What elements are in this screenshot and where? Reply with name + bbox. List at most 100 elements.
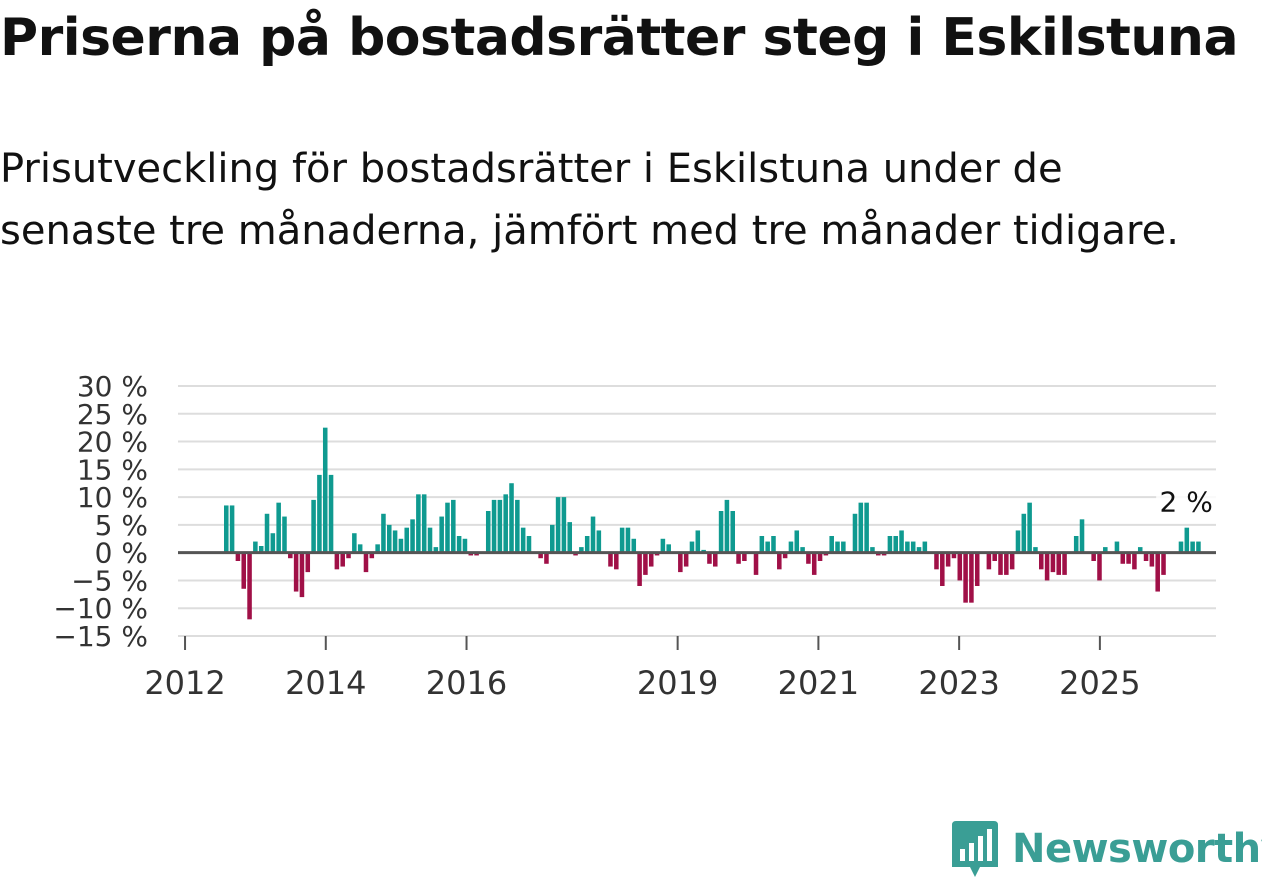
- bar: [457, 536, 462, 553]
- bar: [1132, 553, 1137, 570]
- bar: [492, 500, 497, 553]
- bar: [230, 505, 235, 552]
- bar: [1190, 542, 1195, 553]
- bar: [591, 517, 596, 553]
- bar: [550, 525, 555, 553]
- bar: [911, 542, 916, 553]
- bar: [306, 553, 311, 572]
- bar: [544, 553, 549, 564]
- bar: [958, 553, 963, 581]
- bar: [1185, 528, 1190, 553]
- bar: [963, 553, 968, 603]
- bar: [707, 553, 712, 564]
- bar: [428, 528, 433, 553]
- bar: [439, 517, 444, 553]
- bar: [789, 542, 794, 553]
- bar: [352, 533, 357, 552]
- gridlines: [178, 386, 1216, 636]
- bar: [335, 553, 340, 570]
- bar: [265, 514, 270, 553]
- bar: [1126, 553, 1131, 564]
- bar: [521, 528, 526, 553]
- bar: [649, 553, 654, 567]
- bar: [1045, 553, 1050, 581]
- bar: [329, 475, 334, 553]
- bar: [1080, 519, 1085, 552]
- bar: [829, 536, 834, 553]
- brand-name: Newsworthy: [1012, 826, 1262, 872]
- bar: [923, 542, 928, 553]
- bar: [637, 553, 642, 586]
- bar: [893, 536, 898, 553]
- bar: [562, 497, 567, 553]
- bar: [1196, 542, 1201, 553]
- bar: [393, 530, 398, 552]
- bar: [678, 553, 683, 572]
- bar: [1179, 542, 1184, 553]
- bar: [946, 553, 951, 567]
- bar: [626, 528, 631, 553]
- bar: [253, 542, 258, 553]
- bar: [1155, 553, 1160, 592]
- bar: [282, 517, 287, 553]
- bar: [643, 553, 648, 575]
- bar: [899, 530, 904, 552]
- bar: [940, 553, 945, 586]
- bar: [905, 542, 910, 553]
- chart-subtitle: Prisutveckling för bostadsrätter i Eskil…: [0, 138, 1200, 262]
- x-tick-label: 2025: [1059, 664, 1140, 702]
- bar: [1027, 503, 1032, 553]
- bar: [777, 553, 782, 570]
- bar: [276, 503, 281, 553]
- bar: [294, 553, 299, 592]
- bar: [585, 536, 590, 553]
- bar: [841, 542, 846, 553]
- annotation-label: 2 %: [1160, 486, 1213, 519]
- bar: [381, 514, 386, 553]
- bar: [696, 530, 701, 552]
- bar: [597, 530, 602, 552]
- bar: [451, 500, 456, 553]
- bar: [975, 553, 980, 586]
- x-tick-label: 2019: [637, 664, 718, 702]
- bar: [859, 503, 864, 553]
- bar: [888, 536, 893, 553]
- bar: [422, 494, 427, 552]
- bar: [503, 494, 508, 552]
- bar: [556, 497, 561, 553]
- bar: [509, 483, 514, 552]
- bar: [241, 553, 246, 589]
- bar: [404, 528, 409, 553]
- bar: [620, 528, 625, 553]
- bar: [1010, 553, 1015, 570]
- bar: [760, 536, 765, 553]
- bar: [527, 536, 532, 553]
- bar: [515, 500, 520, 553]
- x-tick-label: 2023: [918, 664, 999, 702]
- y-tick-label: −15 %: [53, 620, 148, 653]
- bar: [311, 500, 316, 553]
- bar: [812, 553, 817, 575]
- bar-series: [224, 428, 1201, 620]
- bar: [300, 553, 305, 597]
- y-axis-ticks: 30 %25 %20 %15 %10 %5 %0 %−5 %−10 %−15 %: [53, 370, 148, 653]
- bar: [1115, 542, 1120, 553]
- bar: [271, 533, 276, 552]
- bar: [725, 500, 730, 553]
- x-tick-label: 2014: [285, 664, 366, 702]
- bar: [1150, 553, 1155, 567]
- bar: [608, 553, 613, 567]
- bar: [1097, 553, 1102, 581]
- bar: [1161, 553, 1166, 575]
- bar: [690, 542, 695, 553]
- bar: [498, 500, 503, 553]
- bar: [771, 536, 776, 553]
- bar: [317, 475, 322, 553]
- bar: [806, 553, 811, 564]
- bar: [835, 542, 840, 553]
- newsworthy-logo-icon: [950, 819, 1000, 879]
- x-tick-label: 2021: [778, 664, 859, 702]
- bar: [387, 525, 392, 553]
- bar: [614, 553, 619, 570]
